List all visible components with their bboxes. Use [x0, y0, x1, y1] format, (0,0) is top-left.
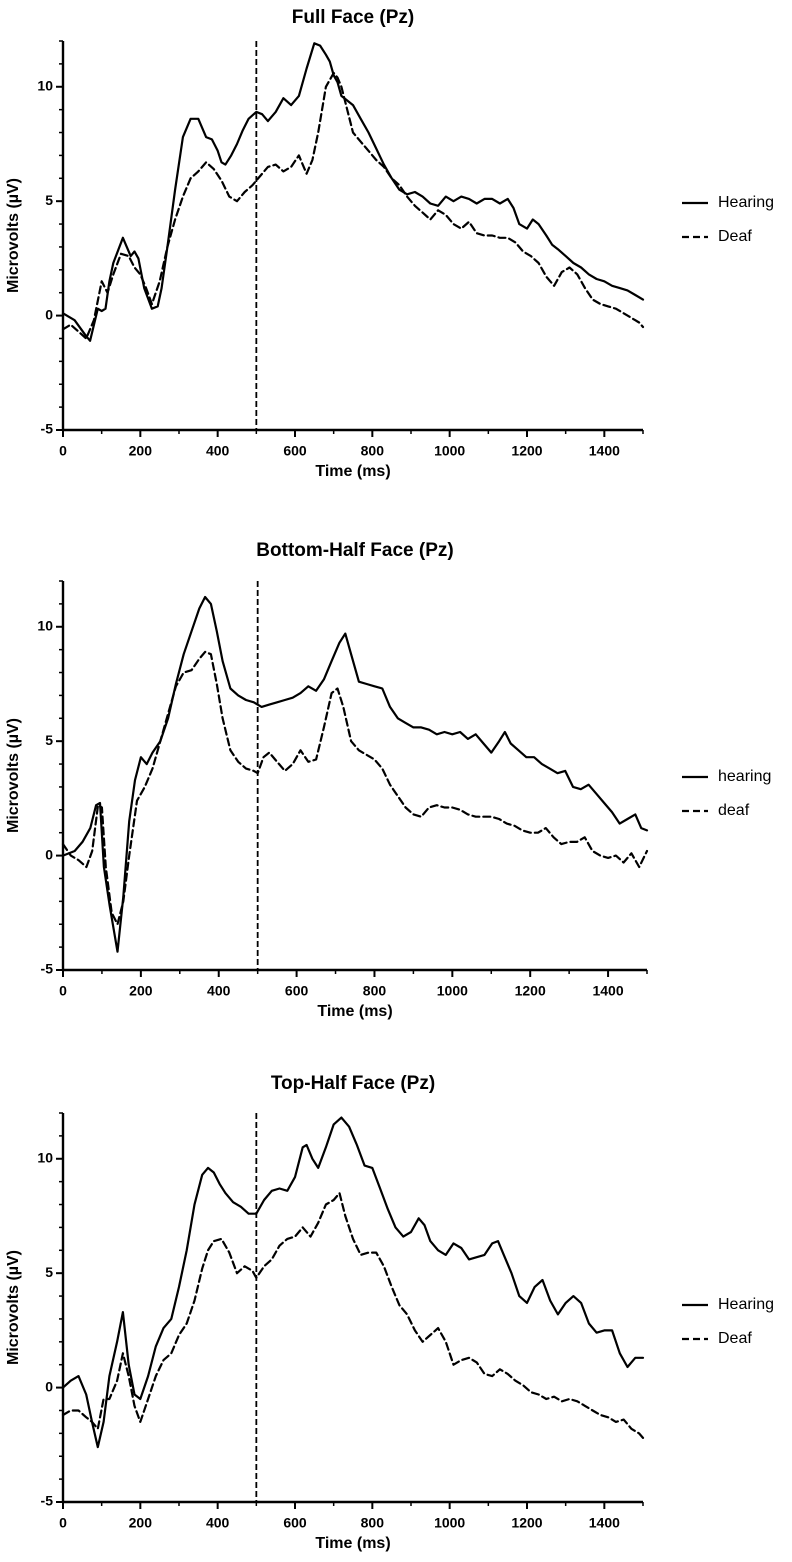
y-tick-label: 0 — [45, 306, 53, 322]
x-tick-label: 800 — [361, 443, 385, 459]
y-axis-title: Microvolts (µV) — [5, 1250, 22, 1365]
x-tick-label: 1000 — [437, 983, 468, 999]
x-tick-label: 200 — [129, 443, 153, 459]
legend-label: hearing — [718, 768, 771, 785]
legend-label: Hearing — [718, 194, 774, 211]
x-tick-label: 1400 — [589, 1515, 620, 1531]
x-tick-label: 1400 — [589, 443, 620, 459]
chart-panel-2: Bottom-Half Face (Pz) -5 0 5 10 0 200 400 600 800… — [5, 540, 771, 1020]
y-tick-label: 5 — [45, 1264, 53, 1280]
y-tick-label: 5 — [45, 192, 53, 208]
x-tick-label: 600 — [283, 443, 307, 459]
x-tick-label: 600 — [283, 1515, 307, 1531]
x-tick-label: 1000 — [434, 1515, 465, 1531]
x-tick-label: 1000 — [434, 443, 465, 459]
y-axis-title: Microvolts (µV) — [5, 718, 22, 833]
legend-label: Deaf — [718, 1330, 752, 1347]
x-tick-label: 0 — [59, 983, 67, 999]
y-tick-label: -5 — [41, 1493, 54, 1509]
legend-label: Deaf — [718, 228, 752, 245]
series-line-deaf — [61, 1192, 645, 1439]
y-tick-label: -5 — [41, 421, 54, 437]
chart-title: Top-Half Face (Pz) — [271, 1073, 435, 1094]
x-tick-label: 400 — [206, 1515, 230, 1531]
x-axis-title: Time (ms) — [315, 1535, 390, 1552]
x-tick-label: 1400 — [592, 983, 623, 999]
x-tick-label: 800 — [363, 983, 387, 999]
series-line-deaf — [61, 650, 649, 926]
y-tick-label: 10 — [37, 77, 53, 93]
x-tick-label: 1200 — [511, 443, 542, 459]
x-tick-label: 400 — [207, 983, 231, 999]
x-axis-title: Time (ms) — [317, 1003, 392, 1020]
x-tick-label: 1200 — [511, 1515, 542, 1531]
y-tick-label: 10 — [37, 617, 53, 633]
series-line-deaf — [61, 71, 645, 340]
y-tick-label: 10 — [37, 1149, 53, 1165]
x-tick-label: 600 — [285, 983, 309, 999]
chart-panel-1: Full Face (Pz) -5 0 5 10 0 200 400 600 800 1000 120… — [5, 7, 774, 480]
x-axis-title: Time (ms) — [315, 463, 390, 480]
y-tick-label: 0 — [45, 1378, 53, 1394]
x-tick-label: 0 — [59, 443, 67, 459]
series-line-hearing — [61, 595, 649, 953]
x-tick-label: 1200 — [515, 983, 546, 999]
series-line-hearing — [61, 1116, 645, 1449]
chart-title: Full Face (Pz) — [292, 7, 414, 28]
y-tick-label: 0 — [45, 846, 53, 862]
x-tick-label: 400 — [206, 443, 230, 459]
x-tick-label: 0 — [59, 1515, 67, 1531]
legend-label: deaf — [718, 802, 750, 819]
legend-label: Hearing — [718, 1296, 774, 1313]
chart-title: Bottom-Half Face (Pz) — [256, 540, 453, 561]
x-tick-label: 800 — [361, 1515, 385, 1531]
y-tick-label: -5 — [41, 961, 54, 977]
y-tick-label: 5 — [45, 732, 53, 748]
series-line-hearing — [61, 42, 645, 342]
chart-panel-3: Top-Half Face (Pz) -5 0 5 10 0 200 400 600 800 100… — [5, 1073, 774, 1552]
y-axis-title: Microvolts (µV) — [5, 178, 22, 293]
x-tick-label: 200 — [129, 983, 153, 999]
x-tick-label: 200 — [129, 1515, 153, 1531]
